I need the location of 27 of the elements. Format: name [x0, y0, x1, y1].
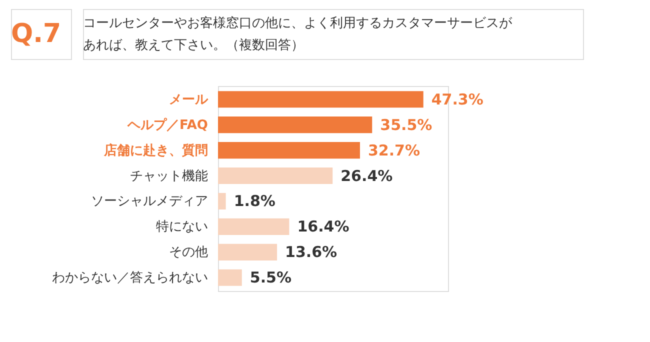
- y-tick-label: メール: [169, 92, 209, 108]
- y-tick-label: その他: [169, 245, 208, 260]
- text: コールセンターやお客様窓口の他に、よく利用するカスタマーサービスが: [83, 16, 512, 31]
- y-tick-label: 店舗に赴き、質問: [103, 142, 208, 158]
- bar: [218, 218, 290, 235]
- y-tick-label: 特にない: [156, 220, 208, 235]
- y-tick-label: チャット機能: [130, 168, 208, 184]
- data-label: 26.4%: [340, 166, 393, 185]
- data-label: 13.6%: [285, 243, 338, 262]
- chart-title: Q.7: [11, 19, 62, 49]
- y-tick-label: わからない／答えられない: [52, 270, 208, 286]
- data-label: 5.5%: [250, 268, 292, 287]
- bar: [218, 142, 360, 159]
- y-tick-label: ヘルプ／FAQ: [126, 116, 208, 133]
- data-label: 47.3%: [431, 90, 484, 108]
- y-tick-label: ソーシャルメディア: [91, 194, 208, 210]
- bar: [218, 244, 278, 260]
- data-label: 32.7%: [368, 141, 420, 160]
- bar: [218, 192, 226, 210]
- bar: [218, 269, 242, 286]
- bar: [218, 116, 372, 134]
- data-label: 35.5%: [380, 116, 432, 134]
- bar: [218, 167, 333, 184]
- data-label: 16.4%: [297, 218, 350, 236]
- data-label: 1.8%: [234, 192, 276, 210]
- bar: [218, 91, 424, 108]
- text: あれば、教えて下さい。（複数回答）: [83, 38, 304, 53]
